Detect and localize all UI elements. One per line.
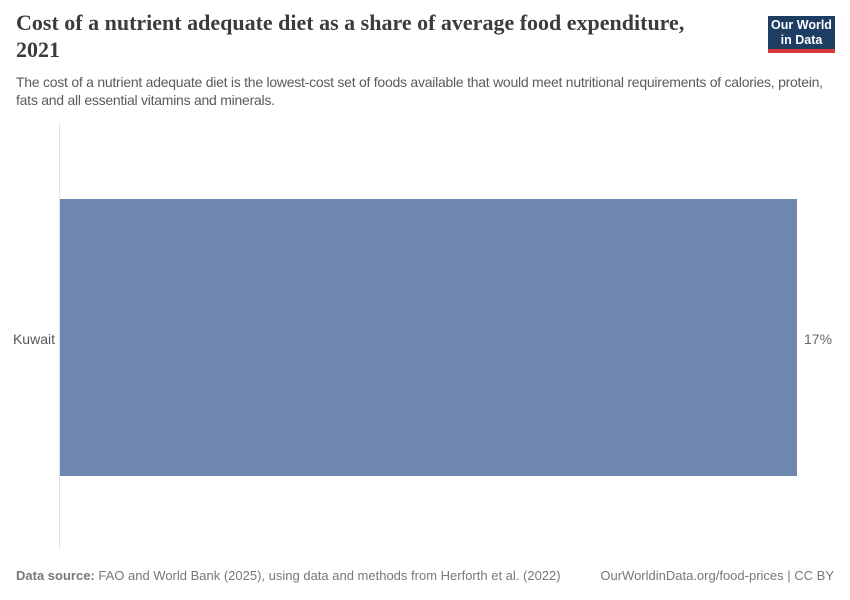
data-source-label: Data source:	[16, 568, 95, 583]
owid-logo-line1: Our World	[771, 18, 832, 32]
license-note: OurWorldinData.org/food-prices | CC BY	[600, 568, 834, 583]
page-title: Cost of a nutrient adequate diet as a sh…	[16, 10, 685, 62]
chart-subtitle: The cost of a nutrient adequate diet is …	[16, 74, 823, 108]
bar-track	[60, 199, 797, 476]
bar[interactable]	[60, 199, 797, 476]
cc-by-link[interactable]: CC BY	[794, 568, 834, 583]
chart-footer: Data source: FAO and World Bank (2025), …	[16, 568, 834, 583]
owid-url-link[interactable]: OurWorldinData.org/food-prices	[600, 568, 784, 583]
license-divider: |	[783, 568, 795, 583]
owid-logo[interactable]: Our World in Data	[768, 16, 835, 53]
data-source-note: Data source: FAO and World Bank (2025), …	[16, 568, 561, 583]
data-source-text: FAO and World Bank (2025), using data an…	[94, 568, 561, 583]
y-axis-line	[59, 124, 60, 549]
entity-label-kuwait: Kuwait	[12, 331, 55, 347]
value-label: 17%	[804, 331, 833, 347]
owid-logo-line2: in Data	[780, 33, 823, 47]
